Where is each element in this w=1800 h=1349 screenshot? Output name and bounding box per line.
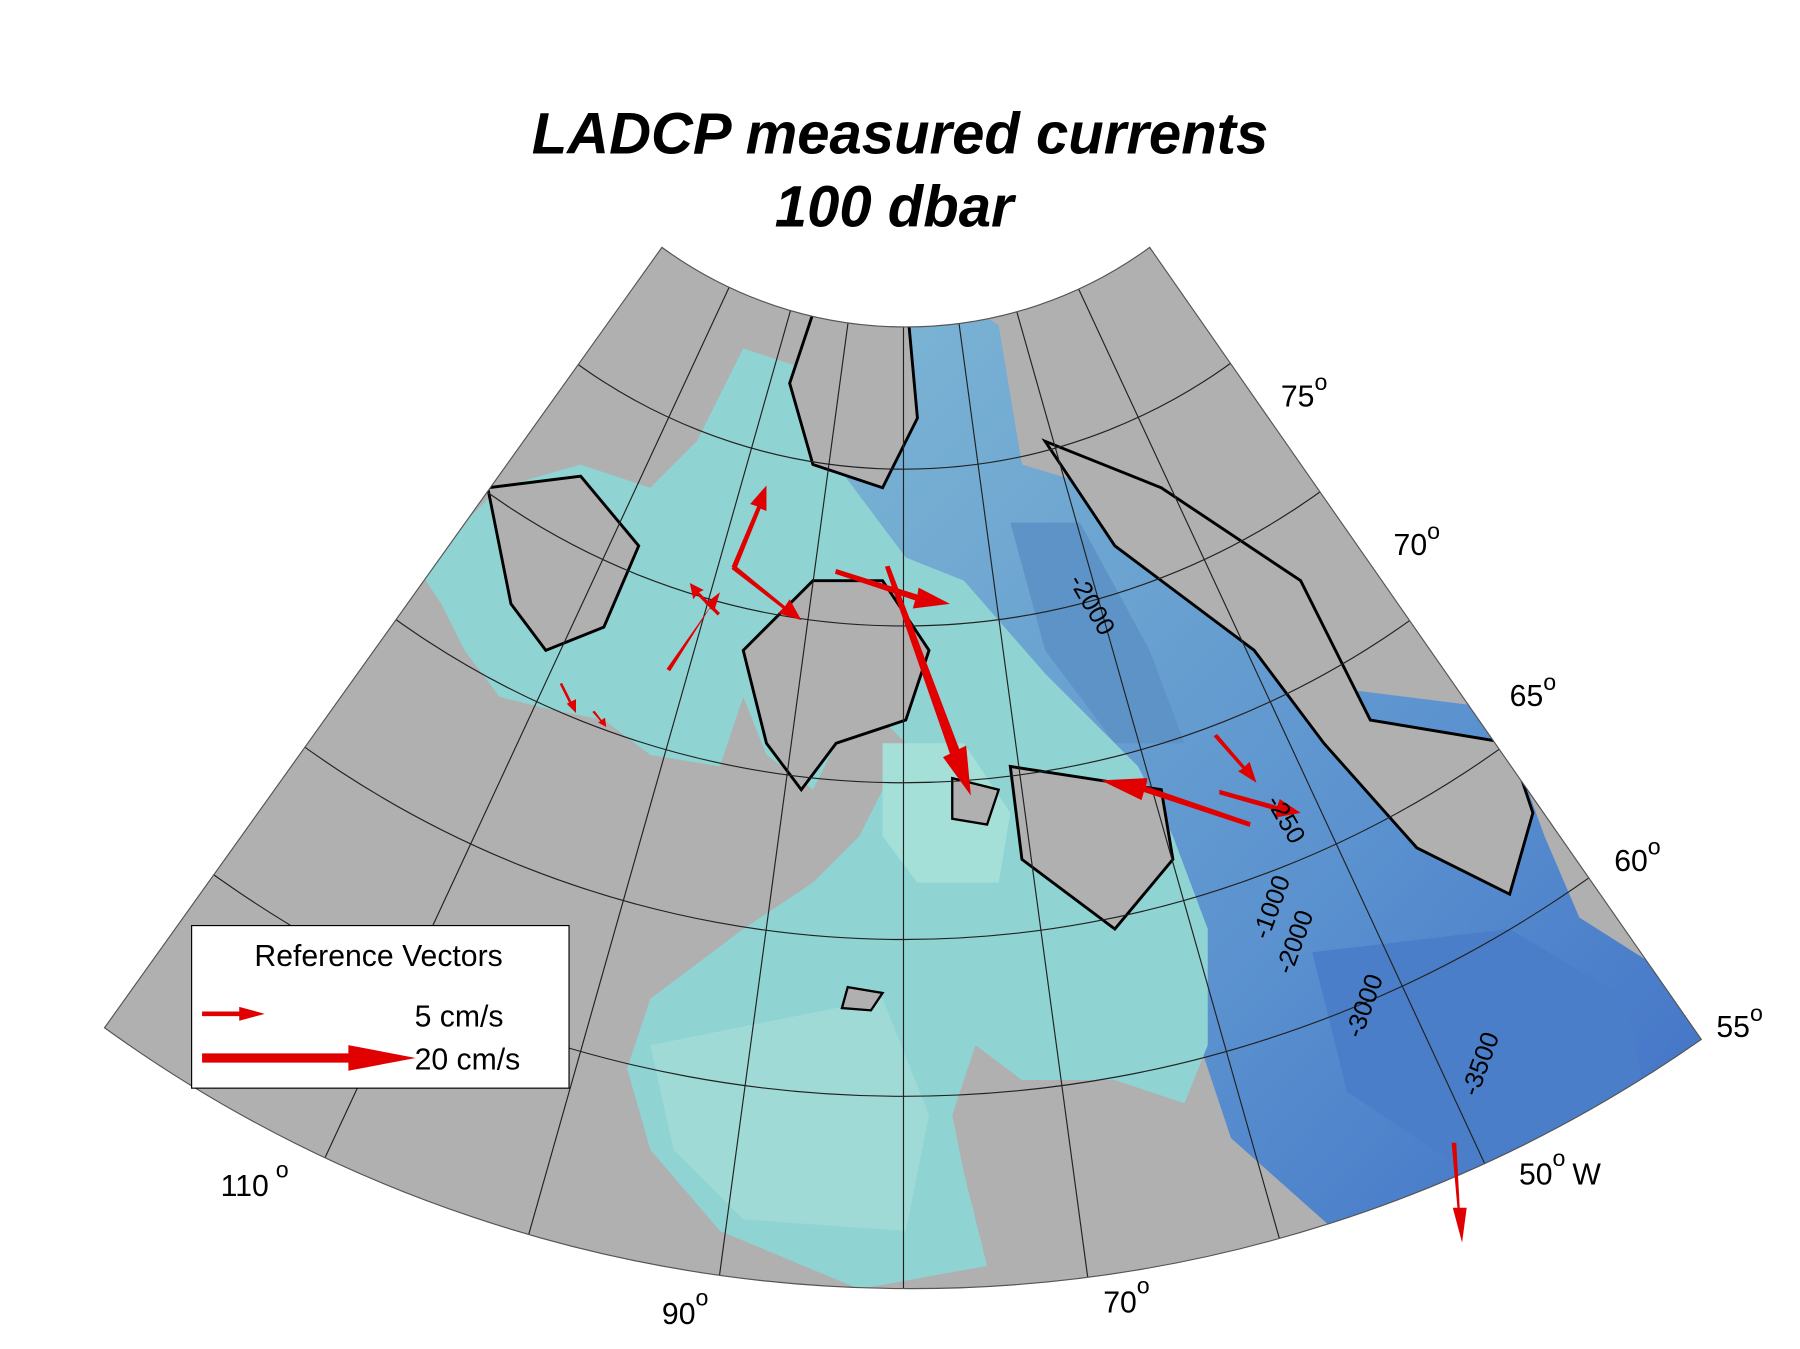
foxe-basin	[882, 743, 1011, 883]
degree-sign: o	[1427, 518, 1440, 544]
legend-arrow	[202, 1006, 265, 1021]
longitude-label: 70o	[1103, 1273, 1150, 1320]
map-frame	[103, 246, 1703, 1290]
current-arrow	[559, 682, 576, 714]
lon-value: 110	[221, 1170, 269, 1203]
lat-value: 70	[1394, 529, 1428, 562]
latitude-label: 70o	[1394, 518, 1441, 562]
lon-value: 90	[662, 1298, 696, 1331]
legend: Reference Vectors 5 cm/s 20 cm/s	[191, 924, 570, 1089]
current-vectors	[559, 485, 1467, 1243]
current-arrow	[884, 565, 971, 796]
degree-sign: o	[1750, 1000, 1763, 1026]
labrador-deep	[1312, 929, 1650, 1162]
degree-sign: o	[1137, 1273, 1150, 1299]
lat-value: 75	[1281, 380, 1315, 413]
legend-title: Reference Vectors	[254, 940, 502, 973]
latitude-label: 60o	[1614, 834, 1661, 878]
current-arrow	[1451, 1142, 1467, 1243]
lon-value: 50	[1519, 1159, 1553, 1192]
lat-value: 60	[1614, 845, 1648, 878]
greenland	[1041, 438, 1535, 897]
current-arrow	[666, 592, 720, 672]
legend-arrow	[202, 1045, 416, 1071]
title-line-1: LADCP measured currents	[532, 101, 1269, 166]
island	[951, 776, 1001, 826]
latitude-label: 75o	[1281, 369, 1328, 413]
current-arrow	[731, 564, 802, 621]
degree-sign: o	[1553, 1145, 1566, 1171]
current-arrow	[1100, 778, 1251, 827]
longitude-label: 50oW	[1519, 1145, 1601, 1192]
current-arrow	[689, 582, 720, 616]
degree-sign: o	[1648, 834, 1661, 860]
direction: W	[1572, 1159, 1601, 1192]
current-arrow	[834, 569, 950, 609]
latitude-label: 65o	[1510, 669, 1557, 713]
baffin-deep	[1010, 522, 1185, 744]
current-arrow	[1213, 733, 1257, 783]
baffin-island	[741, 579, 931, 793]
current-arrow	[1219, 789, 1301, 818]
latitude-label: 55o	[1716, 1000, 1763, 1044]
island	[840, 985, 885, 1012]
hudson-bay	[650, 998, 930, 1231]
legend-entry: 5 cm/s	[415, 1001, 504, 1034]
lat-value: 65	[1510, 680, 1544, 713]
degree-sign: o	[696, 1284, 709, 1310]
title-line-2: 100 dbar	[775, 174, 1017, 239]
degree-sign: o	[1314, 369, 1327, 395]
degree-sign: o	[276, 1157, 289, 1183]
longitude-label: 90o	[662, 1284, 709, 1331]
current-arrow	[592, 710, 607, 727]
current-arrow	[731, 485, 767, 570]
degree-sign: o	[1543, 669, 1556, 695]
lon-value: 70	[1103, 1286, 1137, 1319]
lat-value: 55	[1716, 1011, 1750, 1044]
longitude-label: 110 o	[221, 1157, 289, 1204]
island	[486, 474, 641, 653]
legend-entry: 20 cm/s	[415, 1044, 521, 1077]
